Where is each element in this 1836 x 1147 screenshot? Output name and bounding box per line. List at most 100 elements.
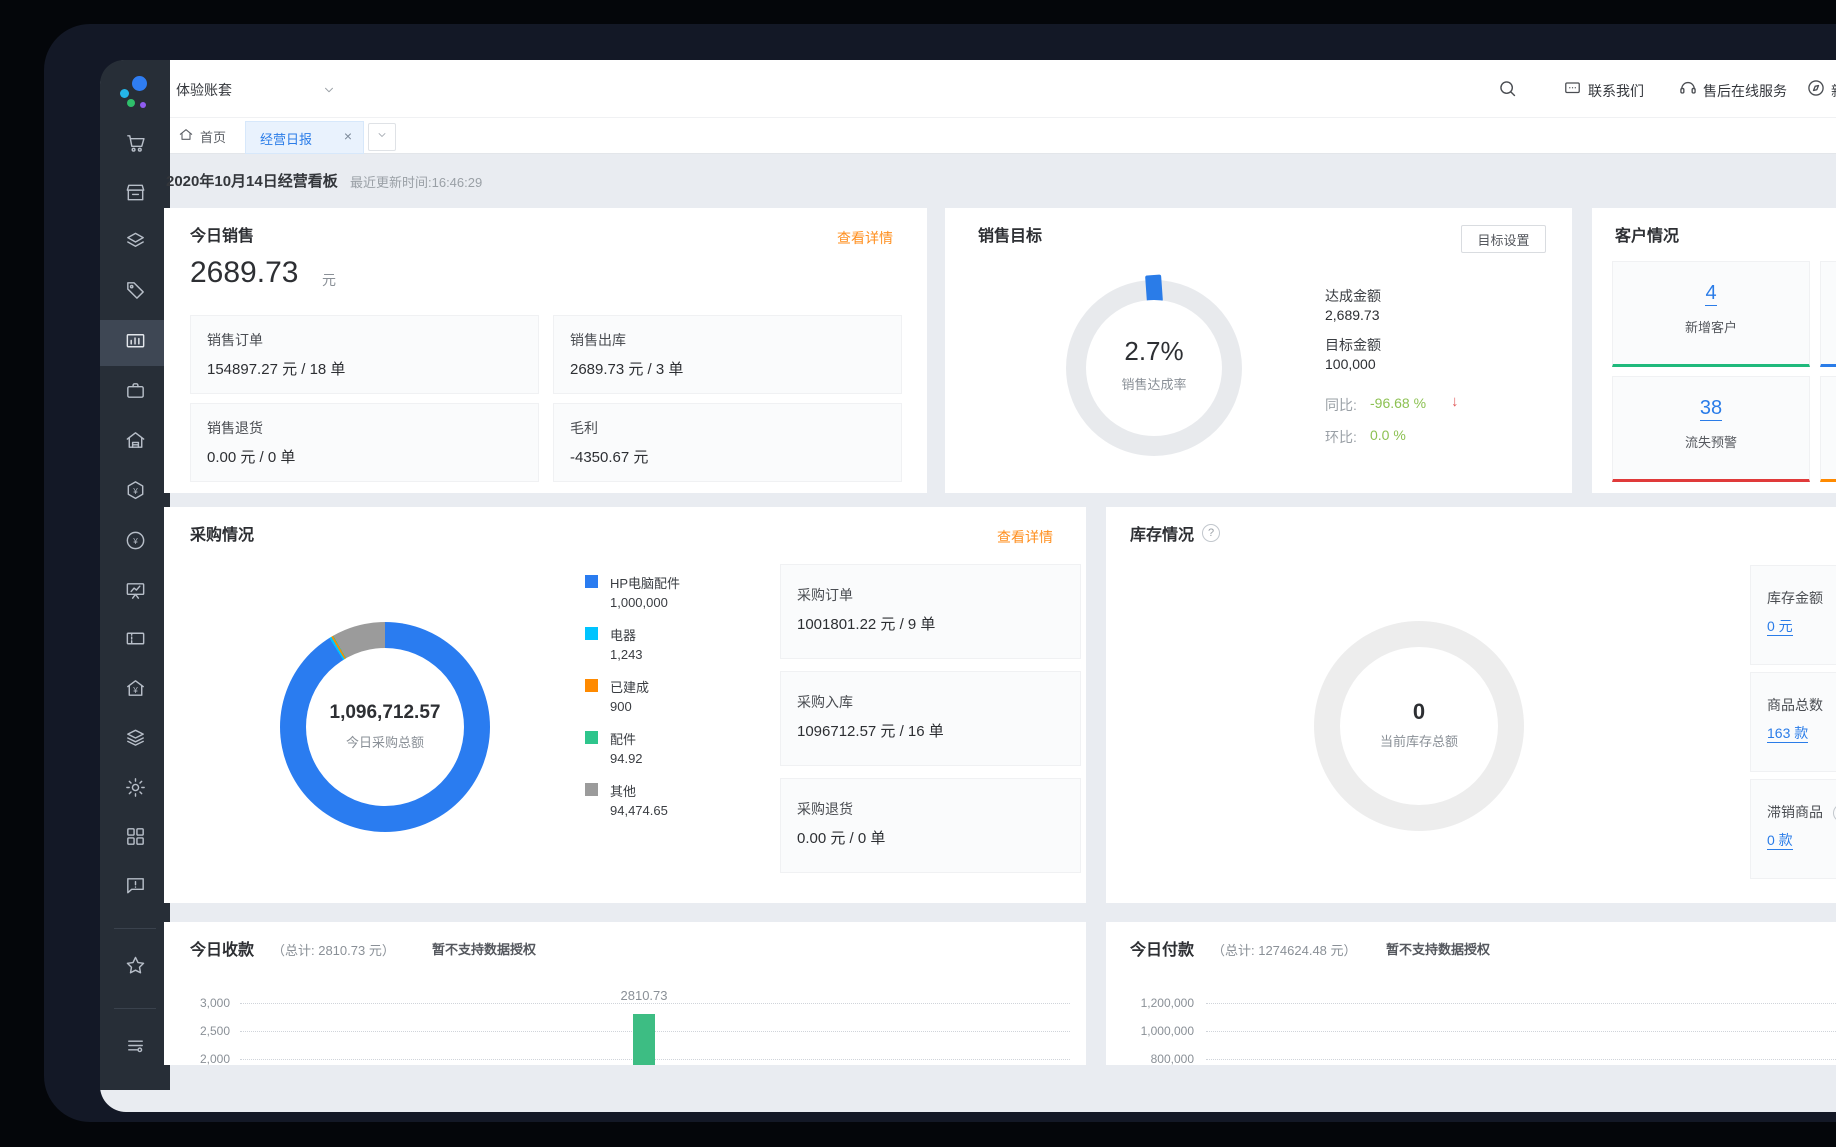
gridline bbox=[1206, 1031, 1836, 1032]
churn-warning-count[interactable]: 38 bbox=[1699, 397, 1723, 421]
tab-home[interactable]: 首页 bbox=[200, 130, 227, 145]
purchase-inbound-box: 采购入库 1096712.57 元 / 16 单 bbox=[780, 671, 1081, 766]
y-tick: 1,200,000 bbox=[1140, 996, 1194, 1010]
inventory-total: 0 bbox=[1412, 699, 1426, 724]
receipts-note: 暂不支持数据授权 bbox=[432, 942, 537, 957]
gridline bbox=[1206, 1059, 1836, 1060]
last-updated-text: 最近更新时间:16:46:29 bbox=[350, 175, 483, 190]
guide-compass-icon[interactable] bbox=[1806, 78, 1826, 103]
donut-active-segment bbox=[1145, 274, 1163, 303]
view-details-link[interactable]: 查看详情 bbox=[837, 230, 893, 246]
sidebar-divider bbox=[114, 1008, 156, 1009]
sidebar-item-price-tag[interactable] bbox=[100, 270, 170, 316]
purchase-return-box: 采购退货 0.00 元 / 0 单 bbox=[780, 778, 1081, 873]
yoy-label: 同比: bbox=[1325, 397, 1357, 413]
legend-swatch bbox=[585, 627, 598, 640]
achieved-value: 2,689.73 bbox=[1325, 307, 1380, 323]
box-label: 滞销商品 bbox=[1767, 804, 1823, 820]
chevron-down-icon bbox=[376, 128, 388, 146]
inventory-amount-box: 库存金额 0 元 bbox=[1750, 565, 1836, 665]
mom-value: 0.0 % bbox=[1370, 427, 1406, 443]
inventory-amount-link[interactable]: 0 元 bbox=[1767, 618, 1793, 636]
card-title: 采购情况 bbox=[190, 527, 255, 544]
slow-moving-link[interactable]: 0 款 bbox=[1767, 832, 1793, 850]
y-tick: 2,500 bbox=[199, 1024, 230, 1038]
sidebar-item-voucher[interactable] bbox=[100, 618, 170, 664]
card-inventory: 库存情况 ? 0 当前库存总额 库存金额 0 元 商品总数 163 款 滞销商品… bbox=[1106, 507, 1836, 903]
account-chevron-down-icon[interactable] bbox=[322, 83, 336, 102]
inventory-donut: 0 当前库存总额 bbox=[1314, 621, 1524, 831]
tab-dropdown[interactable] bbox=[368, 123, 396, 151]
churn-warning-box: 38 流失预警 bbox=[1612, 376, 1810, 482]
box-label: 采购订单 bbox=[797, 587, 853, 603]
sidebar-item-feedback[interactable] bbox=[100, 865, 170, 911]
sidebar-item-warehouse[interactable] bbox=[100, 420, 170, 466]
tag-icon bbox=[124, 279, 147, 307]
sidebar-item-favorite[interactable] bbox=[100, 945, 170, 991]
card-payments-today: 今日付款 （总计: 1274624.48 元） 暂不支持数据授权 1,200,0… bbox=[1106, 922, 1836, 1065]
view-details-link[interactable]: 查看详情 bbox=[997, 529, 1053, 545]
sidebar-item-marketing[interactable] bbox=[100, 570, 170, 616]
contact-us-link[interactable]: 联系我们 bbox=[1588, 83, 1644, 99]
sidebar-item-settings[interactable] bbox=[100, 767, 170, 813]
sidebar-item-store[interactable] bbox=[100, 172, 170, 218]
legend-name: 其他 bbox=[610, 784, 637, 799]
bar-value-label: 2810.73 bbox=[568, 988, 720, 1003]
svg-text:¥: ¥ bbox=[132, 686, 138, 695]
guide-link[interactable]: 新 bbox=[1831, 81, 1836, 101]
sidebar-item-preferences[interactable] bbox=[100, 1025, 170, 1071]
tab-daily-report[interactable]: 经营日报 × bbox=[245, 121, 364, 154]
sales-order-box: 销售订单 154897.27 元 / 18 单 bbox=[190, 315, 539, 394]
sidebar-item-cash[interactable]: ¥ bbox=[100, 520, 170, 566]
headset-icon[interactable] bbox=[1678, 78, 1698, 103]
box-label: 商品总数 bbox=[1767, 697, 1823, 713]
home-icon[interactable] bbox=[178, 127, 194, 148]
cart-icon bbox=[124, 131, 147, 159]
sidebar-item-apps[interactable] bbox=[100, 816, 170, 862]
product-count-link[interactable]: 163 款 bbox=[1767, 725, 1809, 743]
legend-name: 配件 bbox=[610, 732, 637, 747]
search-icon[interactable] bbox=[1497, 78, 1518, 104]
legend-name: 已建成 bbox=[610, 680, 650, 695]
sidebar-item-cart[interactable] bbox=[100, 122, 170, 168]
tab-close-icon[interactable]: × bbox=[343, 128, 352, 144]
tab-daily-report-label: 经营日报 bbox=[260, 132, 313, 147]
logo-dot-cyan bbox=[120, 89, 129, 98]
inventory-total-caption: 当前库存总额 bbox=[1379, 734, 1458, 749]
house-yuan-icon: ¥ bbox=[124, 677, 147, 705]
sidebar-item-finance[interactable]: ¥ bbox=[100, 470, 170, 516]
gridline bbox=[1206, 1003, 1836, 1004]
legend-swatch bbox=[585, 679, 598, 692]
sidebar-item-briefcase[interactable] bbox=[100, 370, 170, 416]
legend-swatch bbox=[585, 783, 598, 796]
sidebar-item-goods[interactable] bbox=[100, 221, 170, 267]
achieve-rate-caption: 销售达成率 bbox=[1121, 377, 1187, 392]
svg-text:¥: ¥ bbox=[132, 537, 138, 546]
box-value: 1096712.57 元 / 16 单 bbox=[797, 723, 944, 740]
target-settings-button[interactable]: 目标设置 bbox=[1461, 225, 1546, 253]
contact-chat-icon[interactable] bbox=[1563, 79, 1582, 103]
new-customers-count[interactable]: 4 bbox=[1705, 282, 1717, 306]
star-icon bbox=[124, 954, 147, 982]
legend-name: HP电脑配件 bbox=[610, 576, 681, 591]
account-selector[interactable]: 体验账套 bbox=[176, 82, 232, 98]
receipts-bar[interactable] bbox=[633, 1014, 655, 1065]
card-title: 今日销售 bbox=[190, 228, 255, 245]
box-value: -4350.67 元 bbox=[570, 449, 649, 466]
briefcase-icon bbox=[124, 379, 147, 407]
grid-icon bbox=[124, 825, 147, 853]
card-title: 销售目标 bbox=[978, 228, 1043, 245]
sales-target-donut: 2.7% 销售达成率 bbox=[1066, 274, 1242, 456]
sidebar-item-business-report[interactable] bbox=[100, 320, 170, 366]
sidebar-item-inventory-stack[interactable] bbox=[100, 717, 170, 763]
donut-hole bbox=[1340, 647, 1498, 805]
legend-value: 1,000,000 bbox=[610, 595, 668, 610]
after-sales-service-link[interactable]: 售后在线服务 bbox=[1703, 83, 1787, 99]
sales-outbound-box: 销售出库 2689.73 元 / 3 单 bbox=[553, 315, 902, 394]
receipts-total-text: （总计: 2810.73 元） bbox=[272, 943, 395, 958]
payments-note: 暂不支持数据授权 bbox=[1386, 942, 1491, 957]
sales-amount-unit: 元 bbox=[322, 272, 336, 288]
help-icon[interactable]: ? bbox=[1202, 524, 1220, 542]
sidebar-item-asset[interactable]: ¥ bbox=[100, 668, 170, 714]
